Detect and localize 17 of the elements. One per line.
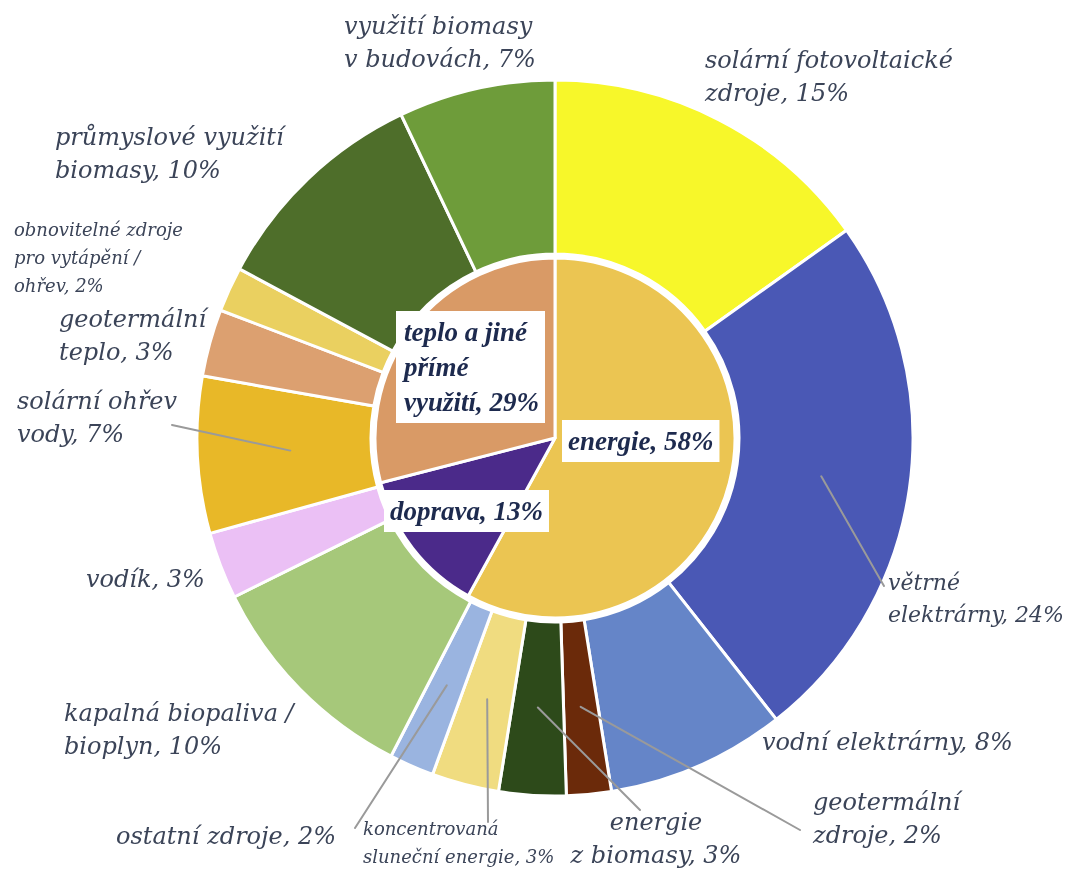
slice-label: solární fotovoltaické zdroje, 15% <box>704 46 953 107</box>
slice-label: ostatní zdroje, 2% <box>116 822 337 850</box>
slice-label: solární ohřev vody, 7% <box>17 387 178 448</box>
slice-label: obnovitelné zdroje pro vytápění / ohřev, 2% <box>14 219 184 296</box>
slice-label: geotermální zdroje, 2% <box>812 788 964 849</box>
slice-label: kapalná biopaliva / bioplyn, 10% <box>64 699 297 760</box>
slice-label: větrné elektrárny, 24% <box>888 570 1064 627</box>
slice-label: průmyslové využití biomasy, 10% <box>55 123 287 184</box>
slice-label: využití biomasy v budovách, 7% <box>344 12 536 73</box>
slice-label: vodní elektrárny, 8% <box>762 728 1013 756</box>
slice-label: vodík, 3% <box>86 565 205 593</box>
slice-label: teplo a jiné přímé využití, 29% <box>402 317 539 417</box>
slice-label: koncentrovaná sluneční energie, 3% <box>363 818 555 867</box>
slice-label: geotermální teplo, 3% <box>59 305 210 366</box>
slice-label: doprava, 13% <box>390 496 543 526</box>
slice-label: energie z biomasy, 3% <box>569 808 742 869</box>
slice-label: energie, 58% <box>568 426 714 456</box>
